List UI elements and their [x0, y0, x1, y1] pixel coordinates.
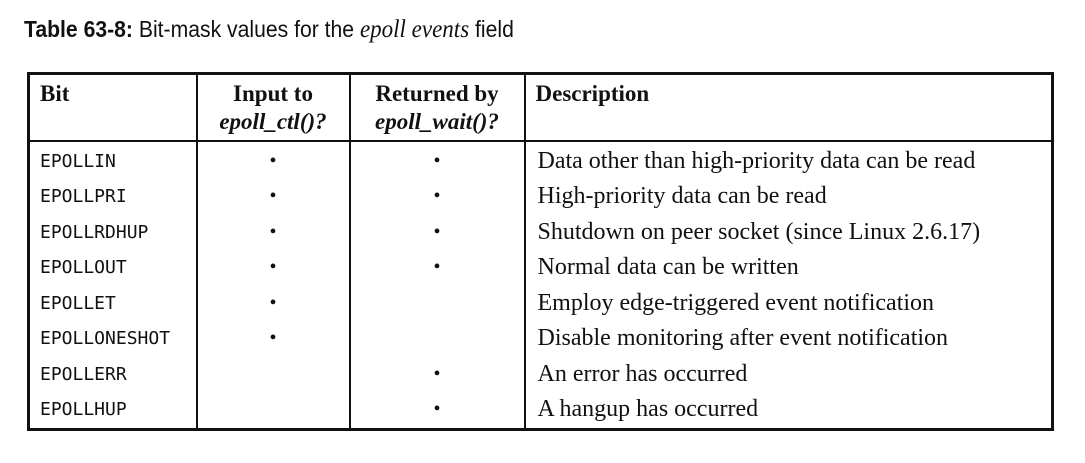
description-cell: An error has occurred — [523, 356, 1054, 392]
input-marker — [195, 356, 351, 392]
table-row: EPOLLHUP • A hangup has occurred — [27, 392, 1054, 429]
description-cell: Disable monitoring after event notificat… — [523, 321, 1054, 357]
returned-marker: • — [348, 140, 526, 179]
input-marker: • — [195, 250, 351, 286]
bit-cell: EPOLLERR — [27, 356, 198, 392]
returned-marker — [348, 285, 526, 321]
header-input: Input to epoll_ctl()? — [195, 73, 351, 142]
table-row: EPOLLPRI • • High-priority data can be r… — [27, 179, 1054, 215]
header-description: Description — [523, 73, 1054, 142]
header-row: Bit Input to epoll_ctl()? Returned by ep… — [27, 73, 1054, 142]
input-marker — [195, 392, 351, 429]
epoll-events-table: Bit Input to epoll_ctl()? Returned by ep… — [27, 72, 1054, 431]
returned-marker: • — [348, 179, 526, 215]
header-returned: Returned by epoll_wait()? — [348, 73, 526, 142]
header-input-line1: Input to — [233, 81, 313, 106]
description-cell: Employ edge-triggered event notification — [523, 285, 1054, 321]
caption-prefix: Bit-mask values for the — [138, 16, 355, 42]
returned-marker: • — [348, 214, 526, 250]
bit-cell: EPOLLOUT — [27, 250, 198, 286]
description-cell: Shutdown on peer socket (since Linux 2.6… — [523, 214, 1054, 250]
table-row: EPOLLOUT • • Normal data can be written — [27, 250, 1054, 286]
table-row: EPOLLERR • An error has occurred — [27, 356, 1054, 392]
returned-marker — [348, 321, 526, 357]
header-bit: Bit — [27, 73, 198, 142]
table-caption: Table 63-8: Bit-mask values for the epol… — [24, 14, 514, 45]
bit-cell: EPOLLPRI — [27, 179, 198, 215]
bit-cell: EPOLLRDHUP — [27, 214, 198, 250]
bit-cell: EPOLLONESHOT — [27, 321, 198, 357]
description-cell: A hangup has occurred — [523, 392, 1054, 429]
input-marker: • — [195, 285, 351, 321]
description-cell: Data other than high-priority data can b… — [523, 140, 1054, 179]
returned-marker: • — [348, 356, 526, 392]
caption-emphasis: epoll events — [359, 16, 470, 43]
description-cell: Normal data can be written — [523, 250, 1054, 286]
caption-suffix: field — [475, 16, 514, 42]
header-input-line2: epoll_ctl()? — [219, 109, 327, 134]
table-row: EPOLLET • Employ edge-triggered event no… — [27, 285, 1054, 321]
description-cell: High-priority data can be read — [523, 179, 1054, 215]
caption-number: Table 63-8: — [24, 16, 133, 42]
bit-cell: EPOLLIN — [27, 140, 198, 179]
input-marker: • — [195, 214, 351, 250]
returned-marker: • — [348, 250, 526, 286]
bit-cell: EPOLLET — [27, 285, 198, 321]
returned-marker: • — [348, 392, 526, 429]
input-marker: • — [195, 179, 351, 215]
header-returned-line2: epoll_wait()? — [375, 109, 499, 134]
header-returned-line1: Returned by — [375, 81, 499, 106]
table-row: EPOLLIN • • Data other than high-priorit… — [27, 140, 1054, 179]
input-marker: • — [195, 321, 351, 357]
input-marker: • — [195, 140, 351, 179]
bit-cell: EPOLLHUP — [27, 392, 198, 429]
table-row: EPOLLRDHUP • • Shutdown on peer socket (… — [27, 214, 1054, 250]
table-row: EPOLLONESHOT • Disable monitoring after … — [27, 321, 1054, 357]
